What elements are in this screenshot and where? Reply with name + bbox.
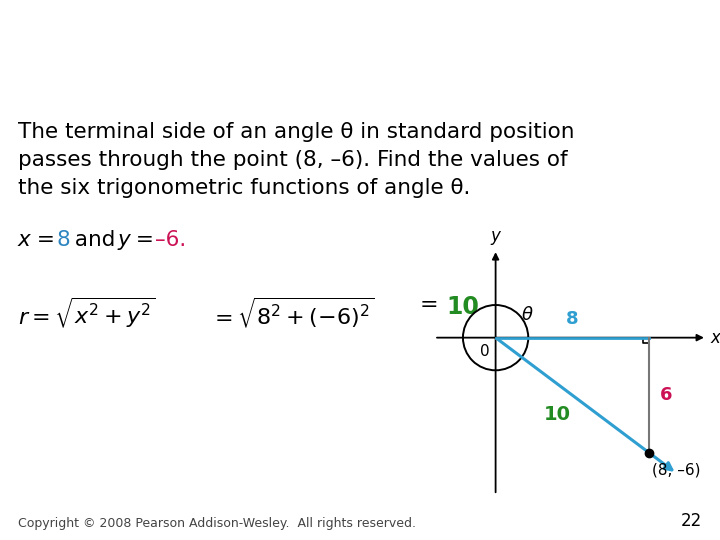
Text: 22: 22 [680, 512, 702, 530]
Text: (8, –6): (8, –6) [652, 462, 701, 477]
Text: 8: 8 [56, 230, 70, 250]
Text: passes through the point (8, –6). Find the values of: passes through the point (8, –6). Find t… [18, 150, 567, 170]
Text: 10: 10 [446, 295, 479, 319]
Text: Angle: Angle [323, 56, 397, 79]
Text: 8: 8 [566, 310, 579, 328]
Text: =: = [129, 230, 161, 250]
Text: =: = [30, 230, 62, 250]
Text: 10: 10 [544, 405, 570, 424]
Text: y: y [118, 230, 131, 250]
Text: =: = [420, 295, 446, 315]
Text: the six trigonometric functions of angle θ.: the six trigonometric functions of angle… [18, 178, 470, 198]
Text: x: x [711, 329, 720, 347]
Text: θ: θ [521, 306, 533, 325]
Text: $= \sqrt{8^2 + (-6)^2}$: $= \sqrt{8^2 + (-6)^2}$ [210, 295, 374, 330]
Text: (page 23): (page 23) [446, 56, 527, 74]
Text: 1.3: 1.3 [13, 12, 40, 27]
Text: 0: 0 [480, 345, 490, 360]
Text: $r = \sqrt{x^2 + y^2}$: $r = \sqrt{x^2 + y^2}$ [18, 295, 156, 330]
Text: Copyright © 2008 Pearson Addison-Wesley.  All rights reserved.: Copyright © 2008 Pearson Addison-Wesley.… [18, 517, 416, 530]
Text: 6: 6 [660, 386, 672, 404]
Text: Example 2  Finding Function Values of an: Example 2 Finding Function Values of an [94, 8, 626, 31]
Text: –6.: –6. [155, 230, 186, 250]
Text: and: and [68, 230, 122, 250]
Text: The terminal side of an angle θ in standard position: The terminal side of an angle θ in stand… [18, 122, 575, 142]
Text: x: x [18, 230, 31, 250]
Text: y: y [490, 226, 500, 245]
